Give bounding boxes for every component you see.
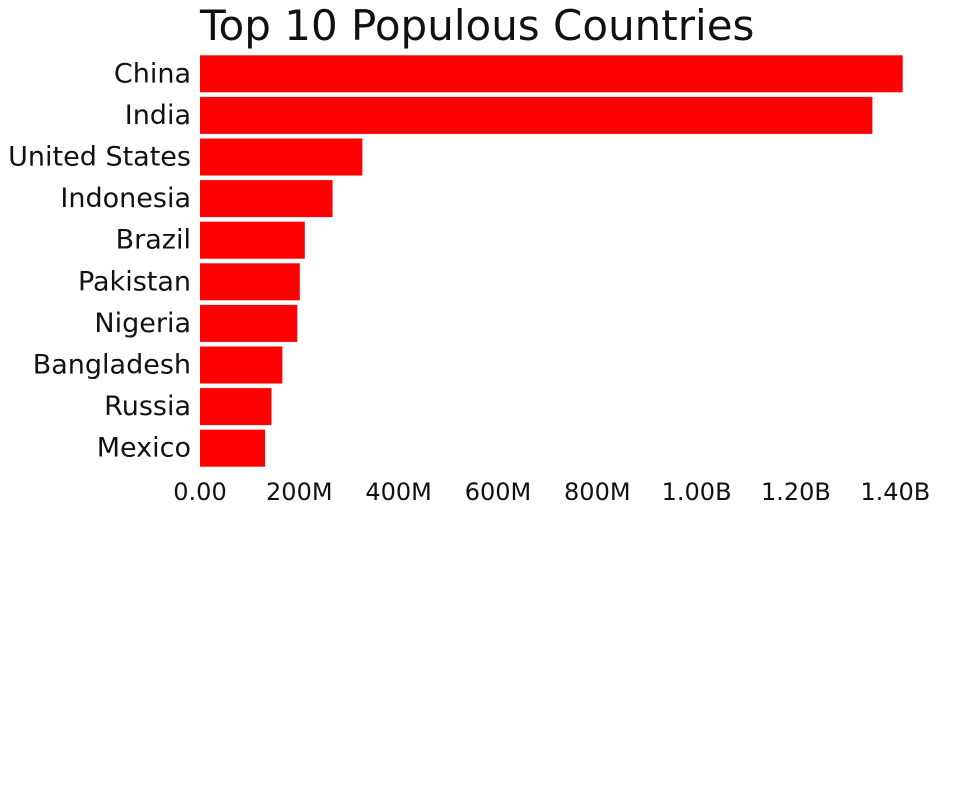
bar-brazil[interactable] [200,221,305,259]
x-tick-label: 1.40B [860,478,930,506]
bar-bangladesh[interactable] [200,346,283,384]
x-tick-label: 0.00 [173,478,226,506]
category-label-india: India [125,100,191,131]
category-label-indonesia: Indonesia [60,183,191,214]
x-tick-label: 400M [365,478,432,506]
bar-pakistan[interactable] [200,263,300,301]
category-label-brazil: Brazil [116,225,191,256]
category-label-china: China [114,58,191,89]
x-tick-label: 800M [564,478,631,506]
bar-russia[interactable] [200,388,272,426]
x-tick-label: 600M [465,478,532,506]
bar-nigeria[interactable] [200,304,298,342]
chart-title: Top 10 Populous Countries [199,1,754,50]
bar-indonesia[interactable] [200,180,333,218]
bars-group [200,55,903,467]
category-label-united-states: United States [8,142,191,173]
category-label-russia: Russia [104,391,191,422]
category-label-nigeria: Nigeria [94,308,191,339]
category-label-pakistan: Pakistan [78,266,191,297]
category-label-bangladesh: Bangladesh [33,350,191,381]
bar-mexico[interactable] [200,429,266,467]
bar-india[interactable] [200,96,873,134]
bar-china[interactable] [200,55,903,93]
category-labels: China India United States Indonesia Brazil Pa… [8,58,191,463]
category-label-mexico: Mexico [97,433,191,464]
x-axis-tick-labels: 0.00 200M 400M 600M 800M 1.00B 1.20B 1.40B [173,478,930,506]
bar-united-states[interactable] [200,138,363,176]
x-tick-label: 200M [266,478,333,506]
x-tick-label: 1.20B [761,478,831,506]
x-tick-label: 1.00B [662,478,732,506]
